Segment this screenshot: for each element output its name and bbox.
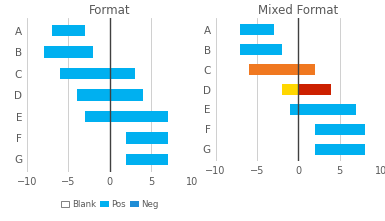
Bar	[249, 64, 315, 75]
Bar	[240, 24, 273, 35]
Bar	[315, 144, 365, 155]
Bar	[60, 68, 134, 80]
Bar	[52, 25, 85, 36]
Title: Format: Format	[89, 4, 131, 17]
Bar	[240, 44, 282, 55]
Bar	[290, 104, 357, 115]
Bar	[85, 110, 167, 122]
Bar	[282, 84, 298, 95]
Bar	[77, 89, 143, 101]
Bar	[44, 46, 93, 58]
Bar	[298, 84, 331, 95]
Bar	[126, 154, 167, 165]
Bar	[315, 124, 365, 135]
Bar	[126, 132, 167, 144]
Legend: Blank, Pos, Neg: Blank, Pos, Neg	[57, 197, 162, 213]
Title: Mixed Format: Mixed Format	[258, 4, 338, 17]
